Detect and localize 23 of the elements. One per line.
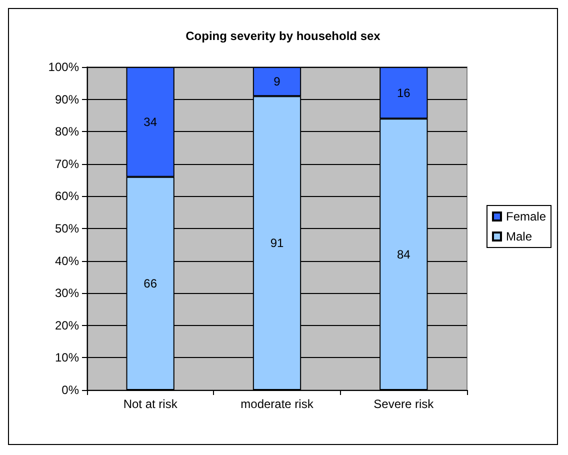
y-tick-label: 50% [54,222,80,236]
y-tick-label: 20% [54,318,80,332]
y-tick-label: 100% [48,60,80,74]
data-label: 84 [396,247,411,262]
y-tick-label: 80% [54,124,80,139]
y-tick-label: 40% [54,254,80,268]
y-tick-label: 10% [54,350,80,365]
x-tick-label: Not at risk [123,397,178,411]
data-label: 34 [144,114,158,129]
legend-label: Male [506,230,532,244]
y-tick-label: 0% [62,383,80,397]
x-tick-label: Severe risk [374,397,435,411]
data-label: 91 [270,236,284,250]
data-label: 16 [396,86,411,100]
y-tick-label: 60% [54,189,80,204]
chart-title: Coping severity by household sex [186,29,381,43]
y-tick-label: 70% [54,156,80,171]
legend-label: Female [506,210,546,224]
y-tick-label: 90% [54,92,80,106]
y-tick-label: 30% [54,286,80,300]
x-tick-label: moderate risk [240,397,314,411]
data-label: 66 [144,276,158,290]
data-label: 9 [274,74,281,89]
